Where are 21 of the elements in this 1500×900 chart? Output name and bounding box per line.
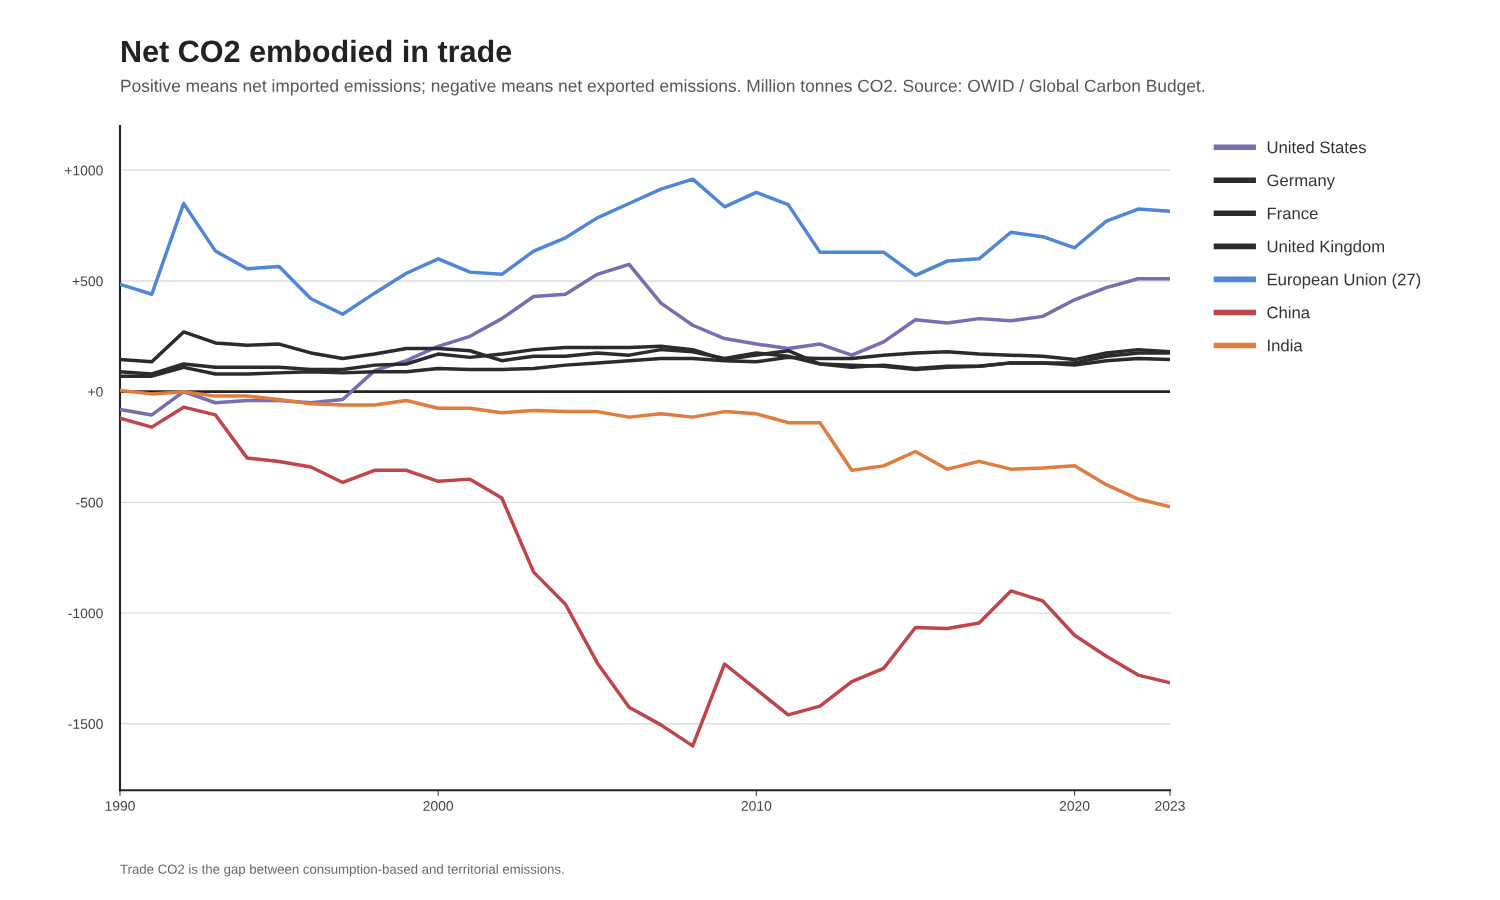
legend-label: France xyxy=(1267,207,1318,220)
chart-subtitle: Positive means net imported emissions; negative means net exported emissions. Million tonnes CO2. Source: OWID / Global Carbon Budget. xyxy=(121,79,1204,96)
y-tick-label: -1500 xyxy=(68,719,103,729)
text: Trade CO2 is the gap between consumption-based and territorial emissions. xyxy=(120,864,564,877)
x-tick-label: 2000 xyxy=(423,800,454,811)
x-tick-label: 1990 xyxy=(105,800,135,811)
legend-label: India xyxy=(1268,339,1303,352)
legend-label: United States xyxy=(1267,141,1366,154)
x-tick-label: 2023 xyxy=(1155,800,1185,811)
legend-label: Germany xyxy=(1267,174,1336,190)
legend-label: China xyxy=(1267,306,1311,319)
x-tick-label: 2020 xyxy=(1059,800,1090,811)
x-tick-label: 2010 xyxy=(741,800,772,811)
y-tick-label: +500 xyxy=(72,276,103,287)
y-tick-label: -500 xyxy=(76,497,103,508)
y-tick-label: +1000 xyxy=(65,165,103,176)
y-tick-label: +0 xyxy=(88,387,103,397)
y-tick-label: -1000 xyxy=(68,608,103,619)
legend-label: United Kingdom xyxy=(1267,240,1384,256)
chart-title: Net CO2 embodied in trade xyxy=(122,39,512,63)
legend-label: European Union (27) xyxy=(1267,273,1421,289)
